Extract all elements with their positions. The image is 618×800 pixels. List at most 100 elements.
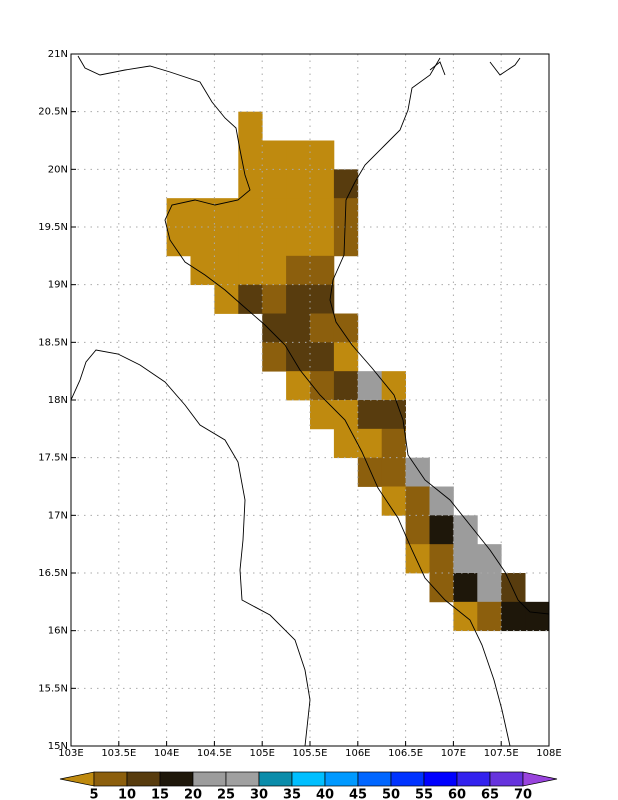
y-tick-label: 17.5N <box>38 453 68 464</box>
grid-cell <box>262 198 287 228</box>
coastline <box>429 57 521 76</box>
grid-cell <box>238 227 263 257</box>
colorbar-swatch <box>390 771 425 787</box>
x-tick-label: 106.5E <box>388 748 423 759</box>
grid-cell <box>166 227 191 257</box>
y-tick-label: 18.5N <box>38 337 68 348</box>
grid-cell <box>357 457 383 487</box>
grid-cell <box>262 140 287 170</box>
colorbar-swatch <box>423 771 458 787</box>
colorbar-label: 40 <box>316 788 334 800</box>
grid-cell <box>429 544 454 574</box>
grid-cell <box>333 428 359 459</box>
x-tick-label: 108E <box>536 748 561 759</box>
grid-cell <box>286 371 311 401</box>
colorbar-label: 10 <box>118 788 136 800</box>
colorbar-label: 35 <box>283 788 301 800</box>
colorbar-label: 20 <box>184 788 202 800</box>
grid-cell <box>501 573 526 603</box>
border <box>71 349 311 746</box>
grid-cell <box>286 140 311 170</box>
colorbar-label: 50 <box>382 788 400 800</box>
colorbar-swatch <box>258 771 293 787</box>
grid-cell <box>166 198 191 228</box>
grid-cell <box>262 284 287 314</box>
grid-cell <box>286 198 311 228</box>
colorbar-label: 25 <box>217 788 235 800</box>
x-tick-label: 105.5E <box>293 748 328 759</box>
x-tick-label: 103E <box>58 748 83 759</box>
x-tick-label: 106E <box>345 748 370 759</box>
y-tick-label: 16N <box>48 626 68 637</box>
colorbar-swatch <box>291 771 326 787</box>
colorbar-label: 60 <box>448 788 466 800</box>
grid-cell <box>405 457 430 487</box>
grid-cell <box>262 227 287 257</box>
grid-cell <box>310 227 335 257</box>
colorbar-swatch <box>93 771 128 787</box>
grid-cell <box>286 169 311 199</box>
grid-cell <box>405 544 430 574</box>
plot-frame <box>70 53 550 747</box>
grid-cell <box>238 169 263 199</box>
y-tick-label: 15N <box>48 741 68 752</box>
x-tick-label: 107E <box>441 748 466 759</box>
grid-cell <box>310 371 335 401</box>
colorbar-swatch <box>192 771 227 787</box>
grid-cell <box>238 111 263 141</box>
colorbar-swatch <box>324 771 359 787</box>
grid-cell <box>525 601 550 632</box>
grid-cell <box>214 198 239 228</box>
grid-cell <box>477 544 502 574</box>
grid-cell <box>214 284 239 314</box>
grid-cell <box>453 573 478 603</box>
y-tick-label: 20.5N <box>38 107 68 118</box>
colorbar-swatch <box>59 771 95 787</box>
colorbar-label: 45 <box>349 788 367 800</box>
grid-cell <box>381 486 406 516</box>
colorbar-label: 30 <box>250 788 268 800</box>
colorbar: 5 10 15 20 25 30 35 40 45 50 55 60 65 70 <box>59 771 558 800</box>
grid-cell <box>405 515 430 545</box>
grid-cell <box>429 515 454 545</box>
colorbar-swatch <box>357 771 392 787</box>
grid-cell <box>333 342 359 372</box>
border <box>77 55 511 746</box>
grid-cell <box>190 198 215 228</box>
grid-cell <box>501 601 526 632</box>
grid-cell <box>477 573 502 603</box>
y-tick-label: 19N <box>48 280 68 291</box>
grid-cell <box>286 284 311 314</box>
grid-cell <box>262 169 287 199</box>
grid-cell <box>262 342 287 372</box>
colorbar-swatch <box>159 771 194 787</box>
x-tick-label: 103.5E <box>101 748 136 759</box>
grid-cell <box>310 169 335 199</box>
grid-cell <box>333 313 359 343</box>
grid-cell <box>381 428 406 459</box>
colorbar-swatch <box>522 771 558 787</box>
y-tick-label: 18N <box>48 395 68 406</box>
y-tick-label: 19.5N <box>38 222 68 233</box>
grid-cell <box>262 313 287 343</box>
grid-cell <box>357 400 383 430</box>
y-tick-label: 16.5N <box>38 568 68 579</box>
grid-cell <box>310 313 335 343</box>
colorbar-swatch <box>456 771 491 787</box>
grid-cell <box>310 198 335 228</box>
grid-cell <box>214 227 239 257</box>
colorbar-label: 70 <box>514 788 532 800</box>
grid-cell <box>286 227 311 257</box>
grid-cell <box>453 544 478 574</box>
grid-cell <box>429 486 454 516</box>
y-tick-label: 20N <box>48 164 68 175</box>
colorbar-swatch <box>225 771 260 787</box>
grid-cell <box>286 255 311 286</box>
grid-cell <box>357 428 383 459</box>
grid-cell <box>238 198 263 228</box>
grid-cell <box>262 255 287 286</box>
grid-cell <box>238 140 263 170</box>
y-tick-label: 21N <box>48 49 68 60</box>
